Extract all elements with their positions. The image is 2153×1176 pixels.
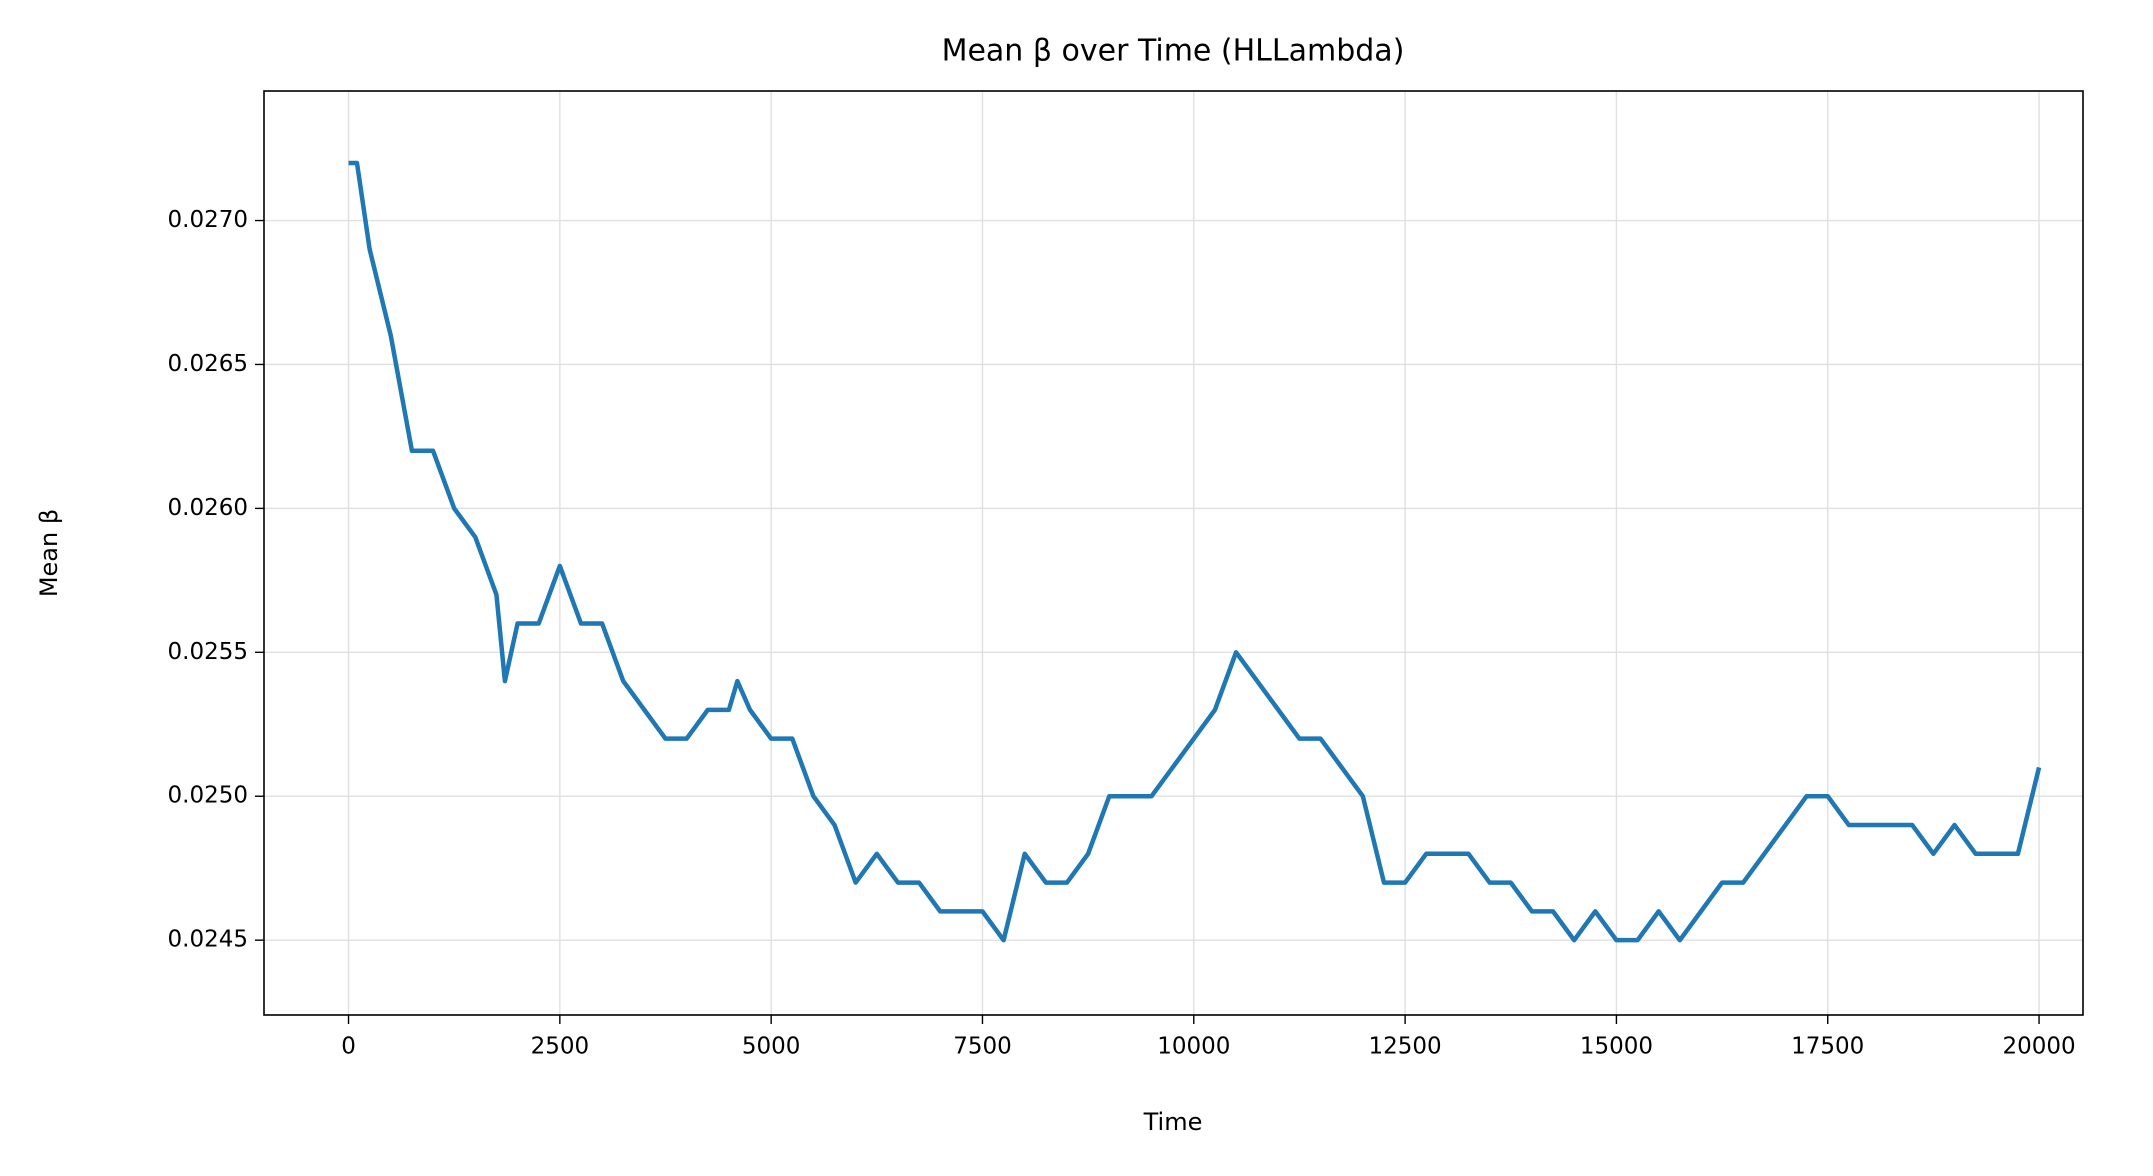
- y-axis-label: Mean β: [35, 509, 63, 597]
- x-tick-label: 0: [341, 1034, 356, 1060]
- x-tick-label: 10000: [1157, 1034, 1230, 1060]
- x-tick-label: 12500: [1369, 1034, 1442, 1060]
- x-axis-label: Time: [1143, 1108, 1203, 1136]
- x-tick-label: 7500: [953, 1034, 1012, 1060]
- y-tick-label: 0.0245: [168, 927, 248, 953]
- x-tick-label: 5000: [742, 1034, 801, 1060]
- y-tick-label: 0.0260: [168, 495, 248, 521]
- chart-title: Mean β over Time (HLLambda): [942, 34, 1405, 69]
- y-tick-label: 0.0265: [168, 351, 248, 377]
- y-tick-label: 0.0255: [168, 639, 248, 665]
- plot-frame: [263, 90, 2084, 1016]
- x-tick-label: 15000: [1580, 1034, 1653, 1060]
- x-tick-label: 2500: [531, 1034, 590, 1060]
- x-tick-label: 17500: [1791, 1034, 1864, 1060]
- y-tick-label: 0.0270: [168, 207, 248, 233]
- y-tick-label: 0.0250: [168, 783, 248, 809]
- x-tick-label: 20000: [2002, 1034, 2075, 1060]
- data-line: [348, 160, 2042, 943]
